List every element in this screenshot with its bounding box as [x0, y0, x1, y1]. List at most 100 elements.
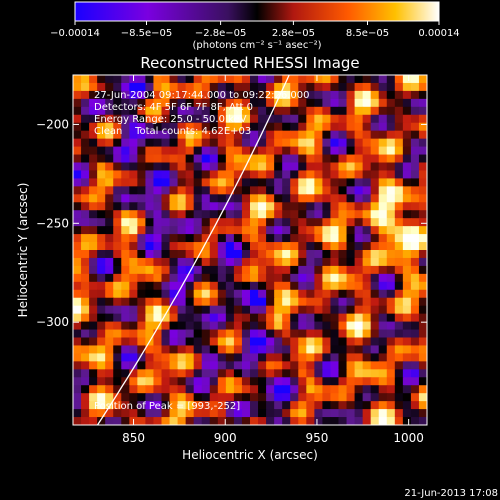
heatmap-cell	[209, 98, 219, 108]
heatmap-cell	[386, 162, 396, 172]
heatmap-cell	[89, 353, 98, 362]
heatmap-cell	[330, 345, 340, 354]
heatmap-cell	[410, 305, 420, 315]
heatmap-cell	[193, 242, 203, 251]
heatmap-cell	[338, 281, 348, 291]
heatmap-cell	[129, 289, 138, 299]
heatmap-cell	[137, 218, 147, 227]
heatmap-cell	[314, 114, 324, 124]
heatmap-cell	[241, 289, 251, 299]
heatmap-cell	[410, 186, 420, 195]
heatmap-cell	[105, 122, 114, 132]
heatmap-cell	[177, 353, 187, 362]
heatmap-cell	[97, 114, 106, 124]
heatmap-cell	[129, 361, 138, 370]
heatmap-cell	[306, 393, 315, 402]
heatmap-cell	[121, 361, 130, 370]
heatmap-cell	[185, 218, 195, 227]
heatmap-cell	[129, 194, 138, 203]
heatmap-cell	[105, 170, 114, 179]
heatmap-cell	[201, 281, 211, 291]
heatmap-cell	[169, 361, 179, 370]
heatmap-cell	[354, 329, 364, 339]
heatmap-cell	[346, 250, 356, 259]
heatmap-cell	[113, 154, 122, 164]
heatmap-cell	[258, 353, 267, 362]
heatmap-cell	[418, 114, 427, 124]
heatmap-cell	[266, 289, 275, 299]
heatmap-cell	[290, 409, 299, 418]
heatmap-cell	[418, 250, 427, 259]
heatmap-cell	[338, 265, 348, 275]
heatmap-cell	[169, 98, 179, 108]
heatmap-cell	[241, 313, 251, 323]
heatmap-cell	[225, 377, 235, 386]
heatmap-cell	[354, 321, 364, 331]
heatmap-cell	[169, 265, 179, 275]
heatmap-cell	[81, 146, 90, 156]
heatmap-cell	[250, 345, 259, 354]
heatmap-cell	[378, 265, 388, 275]
heatmap-cell	[306, 82, 315, 92]
heatmap-cell	[370, 281, 380, 291]
heatmap-cell	[177, 178, 187, 187]
heatmap-cell	[338, 122, 348, 132]
heatmap-cell	[113, 82, 122, 92]
colorbar-tick-label: −8.5e−05	[121, 28, 173, 39]
heatmap-cell	[129, 337, 138, 347]
heatmap-cell	[137, 369, 147, 378]
heatmap-cell	[225, 281, 235, 291]
heatmap-cell	[322, 361, 332, 370]
heatmap-cell	[410, 218, 420, 227]
heatmap-cell	[121, 289, 130, 299]
heatmap-cell	[169, 75, 179, 84]
heatmap-cell	[137, 305, 147, 315]
heatmap-cell	[410, 401, 420, 410]
heatmap-cell	[250, 385, 259, 394]
heatmap-cell	[113, 345, 122, 354]
heatmap-cell	[274, 90, 283, 100]
heatmap-cell	[177, 114, 187, 124]
heatmap-cell	[354, 377, 364, 386]
heatmap-cell	[241, 257, 251, 267]
heatmap-cell	[386, 297, 396, 307]
heatmap-cell	[322, 385, 332, 394]
heatmap-cell	[201, 194, 211, 203]
heatmap-cell	[346, 226, 356, 235]
heatmap-cell	[161, 401, 171, 410]
heatmap-cell	[314, 289, 324, 299]
heatmap-cell	[217, 98, 227, 108]
heatmap-cell	[394, 257, 404, 267]
heatmap-cell	[402, 401, 412, 410]
heatmap-cell	[105, 242, 114, 251]
heatmap-cell	[241, 114, 251, 124]
heatmap-cell	[394, 130, 404, 140]
heatmap-cell	[282, 385, 291, 394]
heatmap-cell	[282, 162, 291, 172]
heatmap-cell	[266, 146, 275, 156]
heatmap-cell	[250, 321, 259, 331]
heatmap-cell	[113, 186, 122, 195]
heatmap-cell	[145, 250, 155, 259]
heatmap-area	[73, 75, 427, 425]
heatmap-cell	[354, 297, 364, 307]
heatmap-cell	[290, 305, 299, 315]
heatmap-cell	[113, 353, 122, 362]
heatmap-cell	[306, 409, 315, 418]
heatmap-cell	[322, 202, 332, 211]
heatmap-cell	[338, 393, 348, 402]
heatmap-cell	[241, 130, 251, 140]
heatmap-cell	[89, 106, 98, 116]
heatmap-cell	[89, 305, 98, 315]
heatmap-cell	[217, 385, 227, 394]
heatmap-cell	[73, 353, 82, 362]
heatmap-cell	[169, 393, 179, 402]
heatmap-cell	[338, 146, 348, 156]
heatmap-cell	[153, 313, 163, 323]
heatmap-cell	[290, 218, 299, 227]
heatmap-cell	[330, 401, 340, 410]
heatmap-cell	[129, 210, 138, 219]
heatmap-cell	[402, 337, 412, 347]
heatmap-cell	[161, 289, 171, 299]
heatmap-cell	[73, 186, 82, 195]
